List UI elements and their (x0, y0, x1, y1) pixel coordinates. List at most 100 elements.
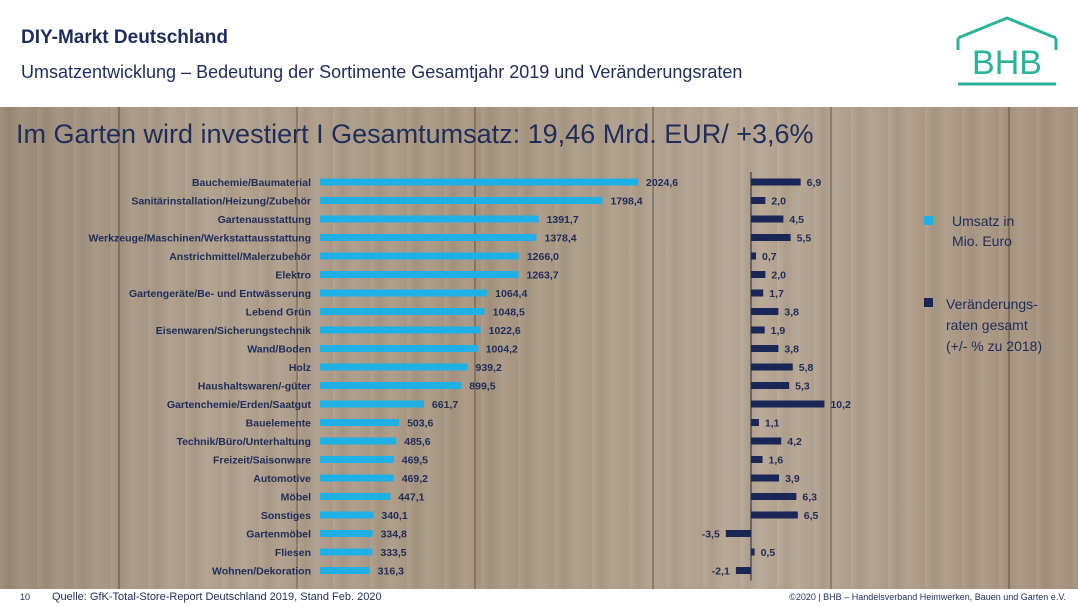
umsatz-bar (320, 437, 397, 445)
veraenderung-value-label: 3,9 (785, 473, 800, 485)
veraenderung-value-label: 5,5 (797, 233, 812, 245)
veraenderung-value-label: -3,5 (702, 529, 720, 541)
veraenderung-bar (751, 215, 784, 223)
umsatz-value-label: 1004,2 (486, 344, 518, 356)
category-label: Elektro (275, 270, 311, 282)
umsatz-bar (320, 289, 488, 297)
umsatz-value-label: 340,1 (381, 510, 407, 522)
umsatz-value-label: 316,3 (378, 566, 404, 578)
veraenderung-bar (751, 326, 765, 334)
umsatz-value-label: 2024,6 (646, 177, 678, 189)
umsatz-value-label: 1798,4 (610, 196, 642, 208)
umsatz-bar (320, 363, 468, 371)
legend-veraenderung-label: (+/- % zu 2018) (946, 338, 1042, 354)
veraenderung-value-label: 1,1 (765, 418, 780, 430)
logo-text: BHB (972, 44, 1042, 82)
category-label: Haushaltswaren/-güter (198, 381, 311, 393)
category-label: Gartenchemie/Erden/Saatgut (167, 399, 312, 411)
veraenderung-value-label: 5,3 (795, 381, 810, 393)
veraenderung-bar (735, 567, 751, 574)
veraenderung-value-label: 6,9 (807, 177, 822, 189)
umsatz-value-label: 1064,4 (495, 288, 527, 300)
umsatz-bar (320, 474, 394, 482)
umsatz-bar (320, 419, 400, 426)
umsatz-value-label: 485,6 (404, 436, 430, 448)
veraenderung-bar (751, 308, 779, 315)
category-label: Fliesen (275, 547, 311, 559)
umsatz-value-label: 1391,7 (547, 214, 579, 226)
category-label: Gartenausstattung (218, 214, 311, 226)
umsatz-value-label: 334,8 (381, 529, 407, 541)
umsatz-bar (320, 548, 373, 556)
legend-umsatz-label: Umsatz in (952, 213, 1014, 229)
copyright-note: ©2020 | BHB – Handelsverband Heimwerken,… (789, 592, 1066, 602)
veraenderung-value-label: 2,0 (771, 270, 786, 282)
umsatz-bar (320, 400, 424, 408)
veraenderung-value-label: 6,3 (802, 492, 817, 504)
umsatz-bar (320, 326, 481, 334)
veraenderung-value-label: 10,2 (830, 399, 851, 411)
page-subtitle: Umsatzentwicklung – Bedeutung der Sortim… (21, 62, 743, 82)
legend-umsatz-marker (924, 216, 933, 225)
category-label: Wand/Boden (247, 344, 311, 356)
chart-headline: Im Garten wird investiert I Gesamtumsatz… (16, 119, 814, 149)
category-label: Lebend Grün (246, 307, 311, 319)
veraenderung-bar (751, 548, 755, 556)
veraenderung-value-label: 1,6 (769, 455, 784, 467)
veraenderung-bar (725, 530, 751, 537)
category-label: Gartengeräte/Be- und Entwässerung (129, 288, 311, 300)
veraenderung-value-label: 2,0 (771, 196, 786, 208)
category-label: Eisenwaren/Sicherungstechnik (156, 325, 311, 337)
umsatz-bar (320, 271, 519, 278)
category-label: Anstrichmittel/Malerzubehör (169, 251, 311, 263)
veraenderung-value-label: 3,8 (784, 307, 799, 319)
umsatz-value-label: 333,5 (380, 547, 406, 559)
umsatz-bar (320, 215, 539, 223)
category-label: Gartenmöbel (246, 529, 311, 541)
umsatz-value-label: 1048,5 (493, 307, 525, 319)
umsatz-bar (320, 382, 462, 389)
umsatz-value-label: 661,7 (432, 399, 458, 411)
logo-roof-icon (957, 16, 1057, 40)
veraenderung-value-label: -2,1 (712, 566, 730, 578)
umsatz-bar (320, 178, 638, 186)
category-label: Möbel (281, 492, 311, 504)
veraenderung-bar (751, 382, 790, 389)
veraenderung-value-label: 1,7 (769, 288, 784, 300)
umsatz-bar (320, 197, 603, 204)
umsatz-value-label: 469,2 (402, 473, 428, 485)
veraenderung-value-label: 6,5 (804, 510, 819, 522)
legend-veraenderung-label: Veränderungs- (946, 296, 1038, 312)
umsatz-value-label: 469,5 (402, 455, 428, 467)
veraenderung-value-label: 1,9 (771, 325, 786, 337)
sortiment-chart: Bauchemie/Baumaterial 2024,6 6,9 Sanitärins… (89, 172, 1042, 581)
legend-umsatz-label: Mio. Euro (952, 233, 1012, 249)
legend-veraenderung-label: raten gesamt (946, 317, 1028, 333)
umsatz-value-label: 1378,4 (545, 233, 577, 245)
page-title: DIY-Markt Deutschland (21, 27, 228, 48)
veraenderung-bar (751, 493, 797, 500)
category-label: Bauchemie/Baumaterial (192, 177, 311, 189)
veraenderung-bar (751, 400, 825, 408)
category-label: Technik/Büro/Unterhaltung (176, 436, 311, 448)
category-label: Sonstiges (261, 510, 311, 522)
veraenderung-bar (751, 419, 759, 426)
footer (0, 589, 1078, 607)
veraenderung-value-label: 0,5 (761, 547, 776, 559)
umsatz-bar (320, 493, 391, 500)
veraenderung-value-label: 5,8 (799, 362, 814, 374)
veraenderung-bar (751, 252, 757, 260)
umsatz-value-label: 1263,7 (526, 270, 558, 282)
veraenderung-bar (751, 271, 766, 278)
veraenderung-value-label: 3,8 (784, 344, 799, 356)
wood-background (0, 107, 1078, 589)
umsatz-value-label: 503,6 (407, 418, 433, 430)
veraenderung-value-label: 4,2 (787, 436, 802, 448)
umsatz-value-label: 939,2 (476, 362, 502, 374)
umsatz-bar (320, 234, 537, 241)
header: DIY-Markt Deutschland Umsatzentwicklung … (0, 0, 1078, 107)
category-label: Wohnen/Dekoration (212, 566, 311, 578)
veraenderung-bar (751, 363, 793, 371)
umsatz-value-label: 1022,6 (489, 325, 521, 337)
umsatz-value-label: 1266,0 (527, 251, 559, 263)
